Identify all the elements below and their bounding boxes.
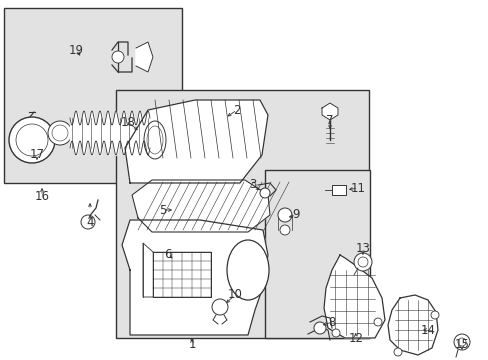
Text: 4: 4 bbox=[86, 216, 94, 229]
Circle shape bbox=[373, 318, 381, 326]
Text: 6: 6 bbox=[164, 248, 171, 261]
Text: 1: 1 bbox=[188, 338, 195, 351]
Polygon shape bbox=[136, 42, 153, 72]
Text: 5: 5 bbox=[159, 203, 166, 216]
Text: 16: 16 bbox=[35, 189, 49, 202]
Circle shape bbox=[81, 215, 95, 229]
Text: 17: 17 bbox=[29, 148, 44, 162]
Bar bbox=[4, 8, 182, 183]
Text: 13: 13 bbox=[355, 242, 370, 255]
Circle shape bbox=[457, 338, 465, 346]
Circle shape bbox=[112, 51, 124, 63]
Circle shape bbox=[453, 334, 469, 350]
Polygon shape bbox=[125, 100, 267, 183]
Ellipse shape bbox=[147, 126, 163, 154]
Circle shape bbox=[278, 208, 291, 222]
Text: 12: 12 bbox=[348, 332, 363, 345]
Circle shape bbox=[9, 117, 55, 163]
Circle shape bbox=[357, 257, 367, 267]
Bar bbox=[331, 185, 346, 195]
Text: 8: 8 bbox=[327, 315, 335, 328]
Text: 10: 10 bbox=[227, 288, 242, 302]
Circle shape bbox=[331, 329, 339, 337]
Polygon shape bbox=[387, 295, 437, 355]
Circle shape bbox=[430, 311, 438, 319]
Bar bbox=[153, 252, 210, 297]
Circle shape bbox=[16, 124, 48, 156]
Text: 7: 7 bbox=[325, 113, 333, 126]
Text: 9: 9 bbox=[292, 208, 299, 221]
Polygon shape bbox=[122, 220, 267, 335]
Circle shape bbox=[280, 225, 289, 235]
Text: 15: 15 bbox=[454, 338, 468, 351]
Polygon shape bbox=[132, 180, 269, 232]
Text: 19: 19 bbox=[68, 44, 83, 57]
Circle shape bbox=[52, 125, 68, 141]
Circle shape bbox=[393, 348, 401, 356]
Circle shape bbox=[353, 253, 371, 271]
Text: 2: 2 bbox=[233, 104, 240, 117]
Text: 3: 3 bbox=[249, 179, 256, 192]
Text: 14: 14 bbox=[420, 324, 435, 337]
Text: 11: 11 bbox=[350, 181, 365, 194]
Polygon shape bbox=[324, 255, 384, 338]
Bar bbox=[264, 170, 369, 338]
Ellipse shape bbox=[143, 121, 165, 159]
Polygon shape bbox=[321, 103, 337, 120]
Bar bbox=[116, 90, 368, 338]
Text: 18: 18 bbox=[121, 116, 135, 129]
Circle shape bbox=[313, 322, 325, 334]
Ellipse shape bbox=[226, 240, 268, 300]
Circle shape bbox=[260, 188, 269, 198]
Circle shape bbox=[48, 121, 72, 145]
Circle shape bbox=[212, 299, 227, 315]
